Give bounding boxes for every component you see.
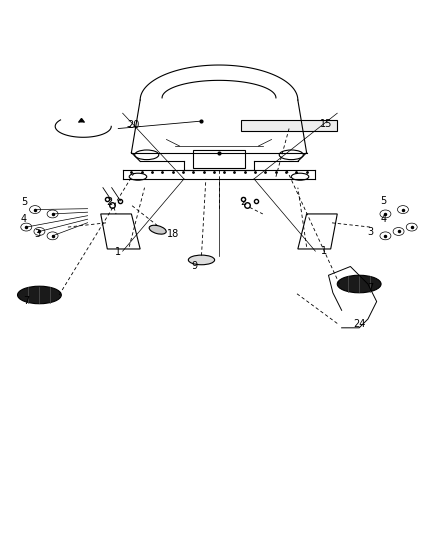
Text: 3: 3: [34, 229, 40, 239]
Text: 5: 5: [21, 197, 27, 207]
Text: 5: 5: [380, 196, 386, 206]
Ellipse shape: [398, 206, 409, 214]
FancyBboxPatch shape: [241, 120, 337, 131]
Text: 18: 18: [167, 229, 179, 239]
Ellipse shape: [380, 210, 391, 218]
Text: 1: 1: [321, 246, 327, 256]
Ellipse shape: [21, 223, 32, 231]
Text: 9: 9: [192, 261, 198, 271]
Text: 3: 3: [367, 228, 373, 237]
Text: 15: 15: [320, 119, 332, 129]
Ellipse shape: [18, 286, 61, 304]
Ellipse shape: [406, 223, 417, 231]
Ellipse shape: [337, 275, 381, 293]
Ellipse shape: [149, 225, 166, 234]
Text: 4: 4: [380, 214, 386, 224]
Text: 2: 2: [240, 197, 246, 207]
Ellipse shape: [393, 228, 404, 236]
Ellipse shape: [47, 232, 58, 240]
Text: 4: 4: [21, 214, 27, 224]
Ellipse shape: [188, 255, 215, 265]
Ellipse shape: [34, 228, 45, 236]
Text: 7: 7: [367, 282, 373, 293]
Text: 24: 24: [353, 319, 365, 329]
Ellipse shape: [380, 232, 391, 240]
Ellipse shape: [47, 210, 58, 218]
Ellipse shape: [29, 206, 40, 214]
Text: 20: 20: [127, 120, 140, 131]
Text: 2: 2: [106, 197, 113, 207]
Text: 1: 1: [115, 247, 121, 257]
Text: 7: 7: [23, 296, 29, 305]
